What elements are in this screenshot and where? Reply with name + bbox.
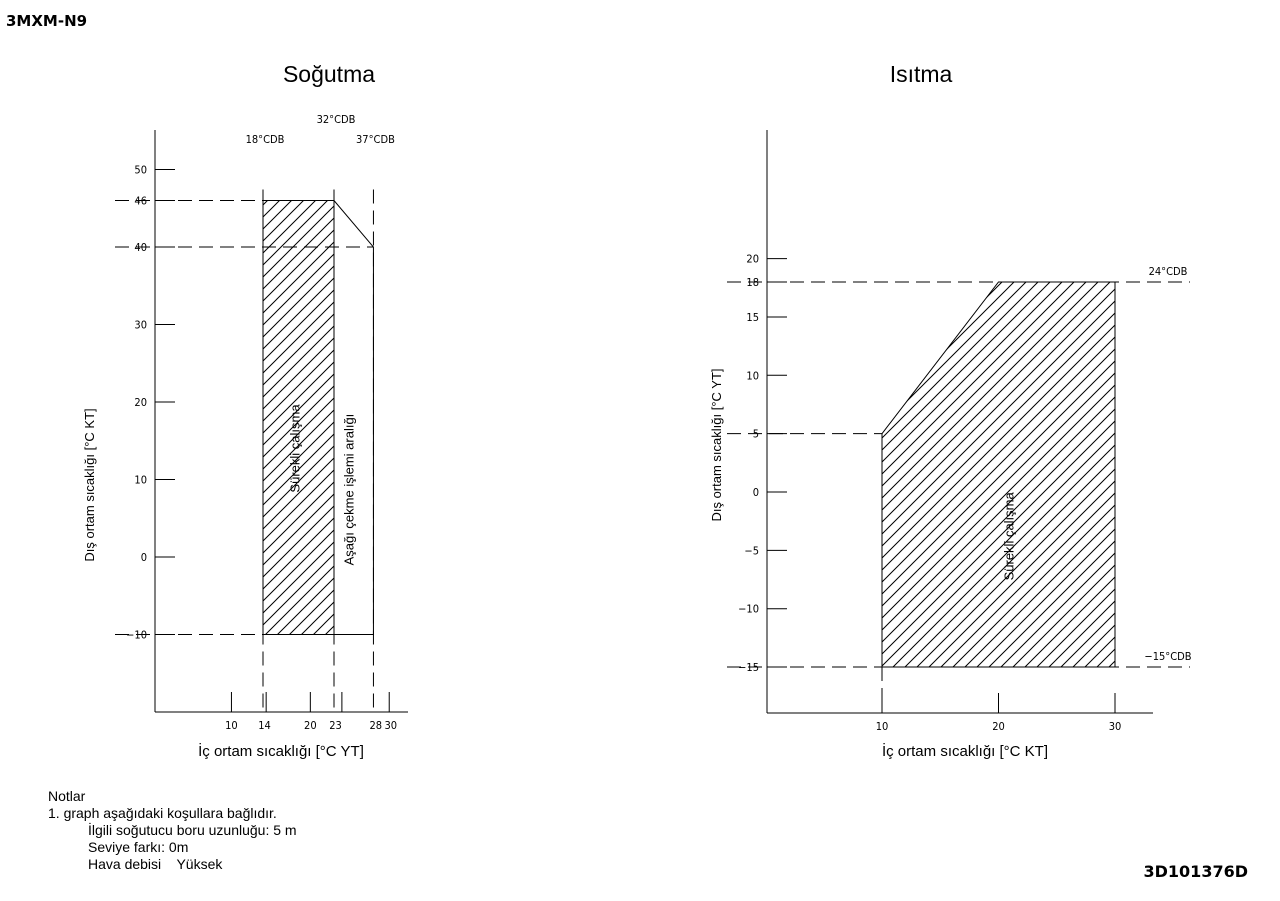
region-label: Aşağı çekme işlemi aralığı [342, 414, 357, 566]
heating-chart: Isıtma−15−10−50510151820102030Sürekli ça… [709, 61, 1192, 760]
x-tick-label: 23 [329, 719, 342, 732]
y-tick-label: −5 [744, 544, 759, 557]
y-tick-label: 50 [134, 164, 147, 177]
x-axis-label: İç ortam sıcaklığı [°C YT] [198, 742, 364, 760]
x-tick-label: 30 [385, 719, 398, 732]
notes-line-airflow: Hava debisi Yüksek [88, 856, 223, 872]
top-label: 37°CDB [356, 133, 395, 146]
top-label: 18°CDB [246, 133, 285, 146]
x-tick-label: 10 [876, 720, 889, 733]
y-axis-label: Dış ortam sıcaklığı [°C YT] [709, 368, 724, 521]
region-label: Sürekli çalışma [287, 404, 302, 493]
y-tick-label: 0 [141, 551, 147, 564]
y-tick-label: 20 [746, 253, 759, 266]
y-axis-label: Dış ortam sıcaklığı [°C KT] [82, 408, 97, 561]
notes-item-1: 1. graph aşağıdaki koşullara bağlıdır. [48, 805, 277, 821]
y-tick-label: 15 [746, 311, 759, 324]
notes-line-level-difference: Seviye farkı: 0m [88, 839, 189, 855]
notes-line-pipe-length: İlgili soğutucu boru uzunluğu: 5 m [88, 822, 297, 838]
x-tick-label: 14 [258, 719, 271, 732]
chart-title: Isıtma [890, 61, 953, 87]
top-label: 32°CDB [317, 113, 356, 126]
right-label: −15°CDB [1144, 650, 1191, 663]
chart-title: Soğutma [283, 61, 375, 87]
x-tick-label: 30 [1109, 720, 1122, 733]
region-pull-down-operation [333, 199, 374, 635]
region-continuous-operation [881, 281, 1116, 668]
model-title: 3MXM-N9 [6, 12, 88, 30]
notes-block: Notlar 1. graph aşağıdaki koşullara bağl… [48, 788, 297, 873]
document-code: 3D101376D [1143, 862, 1249, 881]
y-tick-label: 10 [746, 369, 759, 382]
x-tick-label: 28 [370, 719, 383, 732]
y-tick-label: 10 [134, 474, 147, 487]
x-axis-label: İç ortam sıcaklığı [°C KT] [882, 742, 1048, 760]
y-tick-label: −10 [738, 603, 759, 616]
notes-title: Notlar [48, 788, 86, 804]
y-tick-label: 0 [753, 486, 759, 499]
right-label: 24°CDB [1149, 265, 1188, 278]
region-label: Sürekli çalışma [1002, 492, 1017, 581]
x-tick-label: 20 [992, 720, 1005, 733]
x-tick-label: 20 [304, 719, 317, 732]
y-tick-label: 30 [134, 319, 147, 332]
y-tick-label: 20 [134, 396, 147, 409]
x-tick-label: 10 [225, 719, 238, 732]
